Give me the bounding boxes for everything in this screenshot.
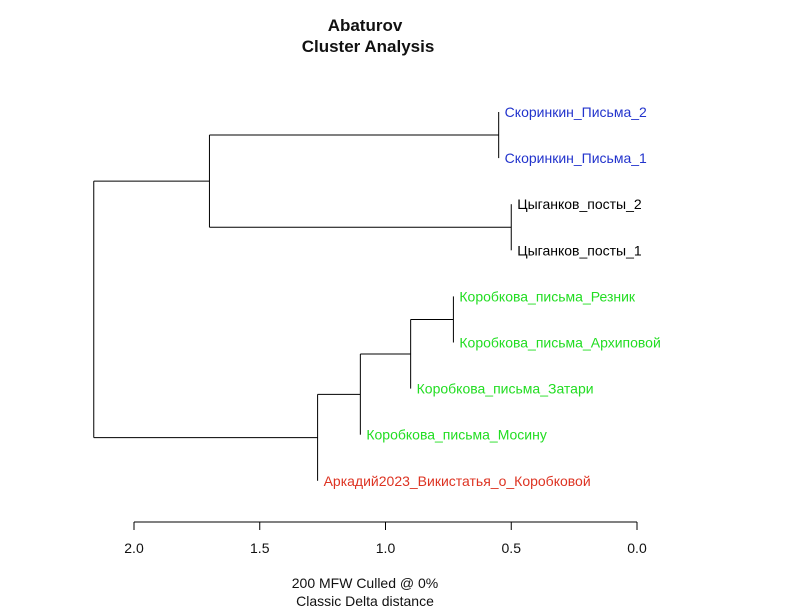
leaf-label: Скоринкин_Письма_2 — [505, 104, 647, 120]
caption-distance: Classic Delta distance — [296, 593, 434, 609]
leaf-label: Коробкова_письма_Затари — [417, 381, 594, 397]
leaf-label: Скоринкин_Письма_1 — [505, 150, 647, 166]
axis-tick-label: 0.5 — [502, 540, 522, 556]
leaf-label: Цыганков_посты_1 — [517, 242, 642, 258]
axis-tick-label: 2.0 — [124, 540, 144, 556]
caption-mfw: 200 MFW Culled @ 0% — [292, 575, 438, 591]
axis-tick-label: 1.0 — [376, 540, 396, 556]
distance-axis: 2.0 1.5 1.0 0.5 0.0 — [124, 521, 647, 556]
chart-title-line-1: Abaturov — [328, 16, 403, 35]
axis-tick-label: 1.5 — [250, 540, 270, 556]
axis-tick-label: 0.0 — [627, 540, 647, 556]
leaf-labels: Скоринкин_Письма_2 Скоринкин_Письма_1 Цыга… — [324, 104, 661, 489]
leaf-label: Коробкова_письма_Мосину — [366, 427, 547, 443]
leaf-label: Коробкова_письма_Архиповой — [459, 335, 660, 351]
leaf-label: Коробкова_письма_Резник — [459, 288, 636, 304]
leaf-label: Цыганков_посты_2 — [517, 196, 642, 212]
dendrogram-tree — [93, 112, 512, 481]
leaf-label: Аркадий2023_Викистатья_о_Коробковой — [324, 473, 591, 489]
chart-title-line-2: Cluster Analysis — [302, 37, 435, 56]
